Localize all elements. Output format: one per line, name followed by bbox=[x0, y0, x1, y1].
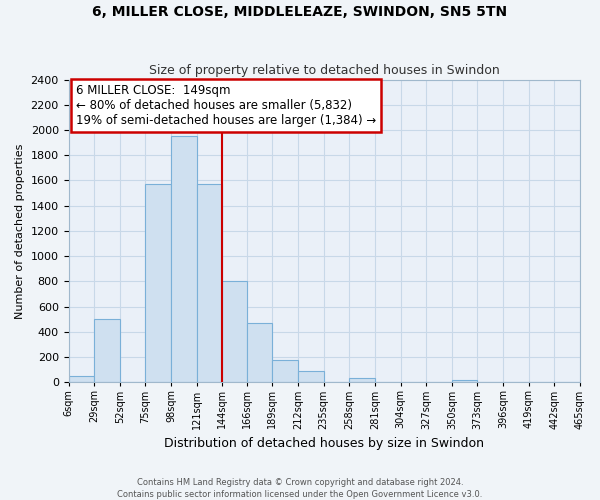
Text: 6 MILLER CLOSE:  149sqm
← 80% of detached houses are smaller (5,832)
19% of semi: 6 MILLER CLOSE: 149sqm ← 80% of detached… bbox=[76, 84, 376, 127]
Bar bbox=[349, 378, 375, 382]
Bar bbox=[452, 380, 478, 382]
Bar bbox=[171, 136, 197, 382]
Bar bbox=[247, 323, 272, 382]
Text: Contains HM Land Registry data © Crown copyright and database right 2024.
Contai: Contains HM Land Registry data © Crown c… bbox=[118, 478, 482, 499]
Bar bbox=[197, 184, 223, 382]
Bar bbox=[94, 320, 120, 382]
Bar bbox=[145, 184, 171, 382]
Title: Size of property relative to detached houses in Swindon: Size of property relative to detached ho… bbox=[149, 64, 500, 77]
Bar bbox=[68, 376, 94, 382]
Text: 6, MILLER CLOSE, MIDDLELEAZE, SWINDON, SN5 5TN: 6, MILLER CLOSE, MIDDLELEAZE, SWINDON, S… bbox=[92, 5, 508, 19]
Bar bbox=[298, 371, 324, 382]
Bar bbox=[223, 282, 247, 382]
Bar bbox=[272, 360, 298, 382]
Y-axis label: Number of detached properties: Number of detached properties bbox=[15, 144, 25, 318]
X-axis label: Distribution of detached houses by size in Swindon: Distribution of detached houses by size … bbox=[164, 437, 484, 450]
